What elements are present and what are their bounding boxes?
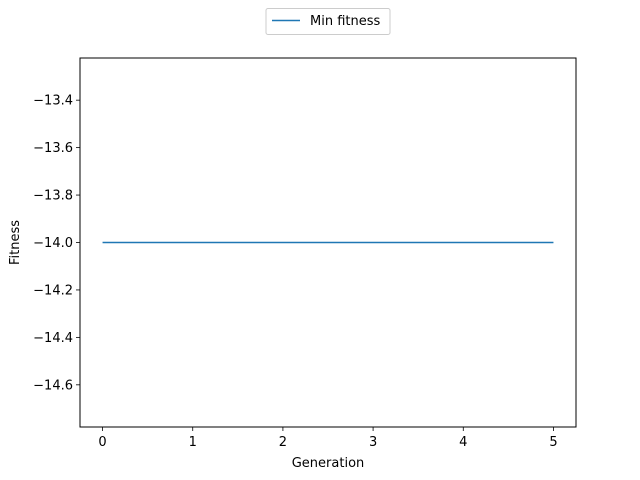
x-tick-label: 3 xyxy=(369,435,377,450)
y-tick-label: −13.6 xyxy=(33,141,73,156)
y-tick-label: −13.4 xyxy=(33,94,73,109)
y-tick-label: −14.6 xyxy=(33,378,73,393)
x-tick-label: 5 xyxy=(549,435,557,450)
y-axis-label: Fitness xyxy=(8,220,23,265)
y-tick-label: −13.8 xyxy=(33,189,73,204)
y-tick-label: −14.0 xyxy=(33,236,73,251)
legend: Min fitness xyxy=(265,8,391,35)
plot-frame xyxy=(79,57,577,428)
x-tick-label: 0 xyxy=(98,435,106,450)
x-tick-label: 1 xyxy=(189,435,197,450)
x-tick-label: 2 xyxy=(279,435,287,450)
y-tick-label: −14.4 xyxy=(33,331,73,346)
x-axis-label: Generation xyxy=(292,456,365,471)
x-tick-label: 4 xyxy=(459,435,467,450)
legend-label-min-fitness: Min fitness xyxy=(310,14,380,29)
x-axis-ticks: 0 1 2 3 4 5 xyxy=(98,427,558,450)
legend-box xyxy=(265,8,391,35)
y-tick-label: −14.2 xyxy=(33,283,73,298)
y-axis-ticks: −13.4 −13.6 −13.8 −14.0 −14.2 −14.4 −14.6 xyxy=(33,94,80,393)
